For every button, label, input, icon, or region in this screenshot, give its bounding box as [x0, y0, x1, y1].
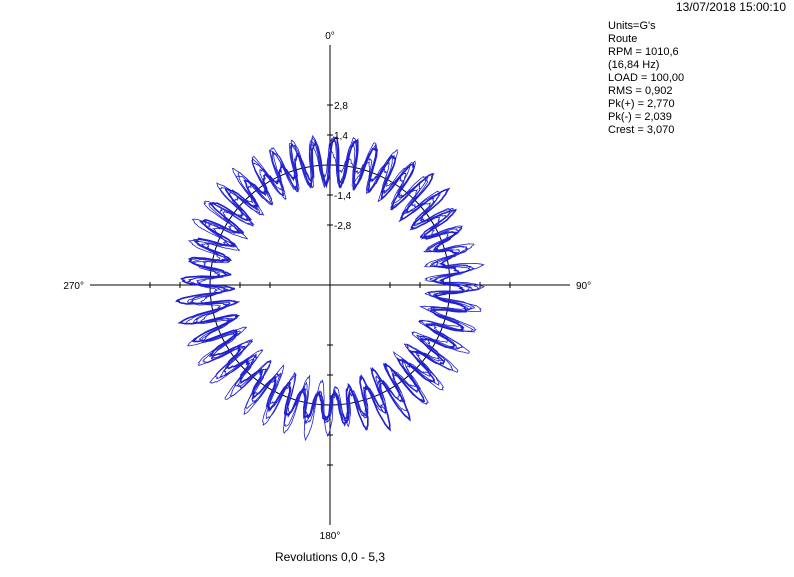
radial-tick-label: -1,4: [334, 191, 352, 202]
angle-label: 180°: [320, 531, 341, 542]
angle-label: 90°: [576, 281, 591, 292]
radial-tick-label: 2,8: [334, 101, 348, 112]
radial-tick-label: 1,4: [334, 131, 348, 142]
info-crest: Crest = 3,070: [608, 124, 675, 136]
info-route: Route: [608, 33, 638, 45]
radial-tick-label: -2,8: [334, 221, 352, 232]
vibration-trace: [175, 134, 485, 442]
revolutions-label: Revolutions 0,0 - 5,3: [274, 550, 386, 564]
polar-axes: [90, 45, 570, 525]
info-hz: (16,84 Hz): [608, 59, 660, 71]
trace-revolution: [187, 142, 485, 442]
angle-label: 270°: [63, 281, 84, 292]
info-load: LOAD = 100,00: [608, 72, 685, 84]
trace-revolution: [175, 136, 468, 432]
info-units: Units=G's: [608, 20, 656, 32]
info-pk-neg: Pk(-) = 2,039: [608, 111, 672, 123]
info-pk-pos: Pk(+) = 2,770: [608, 98, 675, 110]
info-rms: RMS = 0,902: [608, 85, 673, 97]
trace-revolution: [191, 135, 482, 427]
axis-labels: 2,8 1,4 -1,4 -2,8 0° 90° 180° 270°: [63, 31, 591, 542]
timestamp: 13/07/2018 15:00:10: [675, 0, 786, 14]
info-rpm: RPM = 1010,6: [608, 46, 679, 58]
info-panel: Units=G's Route RPM = 1010,6 (16,84 Hz) …: [608, 20, 684, 137]
angle-label: 0°: [325, 31, 335, 42]
